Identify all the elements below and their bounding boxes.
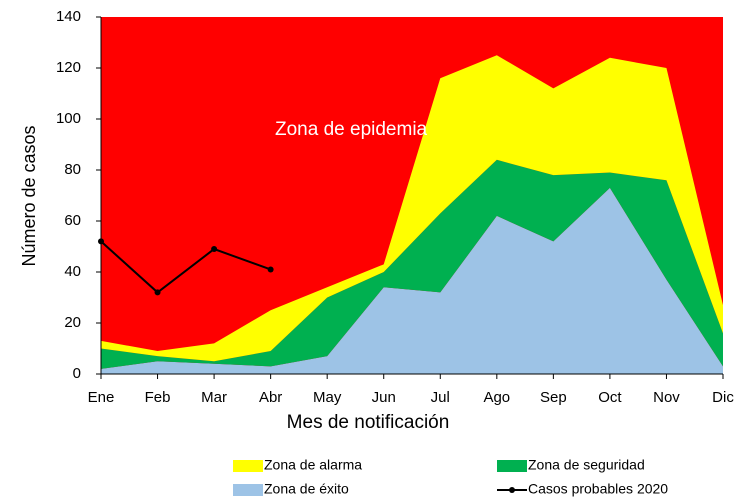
x-tick-label: Abr (259, 389, 282, 406)
y-tick-label: 0 (73, 365, 81, 382)
legend-swatch (233, 460, 263, 472)
area (101, 55, 723, 362)
x-tick-label: Nov (653, 389, 680, 406)
legend-swatch (233, 484, 263, 496)
point (267, 266, 274, 273)
area (101, 159, 723, 369)
legend-swatch (497, 460, 527, 472)
legend-label: Zona de alarma (264, 457, 362, 473)
x-axis-title: Mes de notificación (287, 412, 450, 433)
y-tick-label: 120 (56, 59, 81, 76)
y-tick-label: 20 (64, 314, 81, 331)
line (100, 240, 271, 294)
legend-marker (509, 487, 515, 493)
x-tick-label: May (313, 389, 342, 406)
x-tick-label: Mar (201, 389, 227, 406)
legend-label: Zona de éxito (264, 481, 349, 497)
point (211, 246, 218, 253)
x-tick-label: Ene (88, 389, 115, 406)
legend-label: Zona de seguridad (528, 457, 645, 473)
x-tick-label: Oct (598, 389, 622, 406)
y-tick-label: 140 (56, 8, 81, 25)
x-tick-label: Sep (540, 389, 567, 406)
y-tick-label: 100 (56, 110, 81, 127)
y-axis-title: Número de casos (19, 125, 39, 266)
x-tick-label: Ago (483, 389, 510, 406)
point (154, 289, 161, 296)
annotation: Zona de epidemia (275, 119, 428, 140)
y-tick-label: 80 (64, 161, 81, 178)
x-tick-label: Jul (431, 389, 450, 406)
x-tick-label: Dic (712, 389, 734, 406)
x-tick-label: Jun (372, 389, 396, 406)
x-tick-label: Feb (145, 389, 171, 406)
legend-label: Casos probables 2020 (528, 481, 668, 497)
y-tick-label: 40 (64, 263, 81, 280)
area (101, 187, 723, 374)
y-tick-label: 60 (64, 212, 81, 229)
